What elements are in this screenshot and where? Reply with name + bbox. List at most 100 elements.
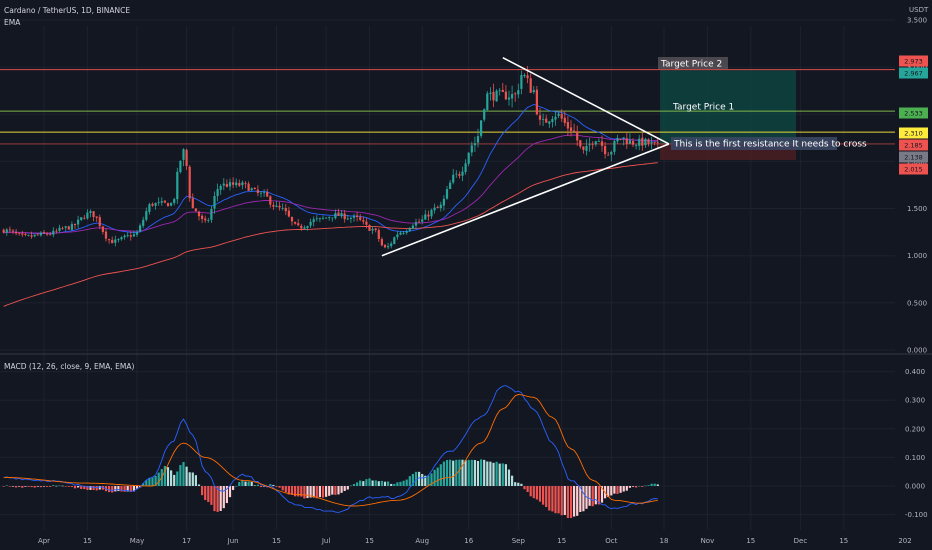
macd-histogram-bar <box>467 459 470 486</box>
candle-body <box>21 233 24 235</box>
macd-histogram-bar <box>328 486 331 496</box>
candle-body <box>135 232 139 235</box>
trendline-upper[interactable] <box>502 56 670 145</box>
candle-body <box>80 217 83 220</box>
macd-histogram-bar <box>269 484 272 486</box>
macd-histogram-bar <box>455 459 458 486</box>
candle-body <box>238 183 241 186</box>
candle-body <box>244 182 247 184</box>
candle-body <box>402 232 405 234</box>
price-tick-label: 0.000 <box>907 347 927 355</box>
candle-body <box>328 217 331 218</box>
macd-histogram-bar <box>278 486 281 488</box>
target-price-2-label: Target Price 2 <box>660 60 722 70</box>
macd-histogram-bar <box>483 459 486 486</box>
candle-body <box>24 234 27 235</box>
trendline-lower[interactable] <box>381 143 670 257</box>
macd-histogram-bar <box>653 483 656 486</box>
macd-histogram-bar <box>315 486 318 499</box>
candle-body <box>498 90 501 92</box>
candle-body <box>349 218 352 219</box>
ema-legend[interactable]: EMA <box>4 18 21 27</box>
candle-body <box>414 222 418 226</box>
candle-body <box>67 226 70 230</box>
candle-body <box>42 232 46 234</box>
candle-body <box>213 195 216 209</box>
candle-body <box>359 217 362 220</box>
candle-body <box>548 121 551 124</box>
macd-histogram-bar <box>365 479 368 486</box>
currency-label[interactable]: USDT <box>909 6 929 14</box>
candles <box>2 66 659 250</box>
target-zone <box>660 70 796 144</box>
candle-body <box>126 235 129 236</box>
candle-body <box>52 230 55 235</box>
candle-body <box>374 228 377 230</box>
candle-body <box>297 223 300 226</box>
price-tick-label: 3.500 <box>907 16 927 24</box>
macd-legend[interactable]: MACD (12, 26, close, 9, EMA, EMA) <box>4 362 134 371</box>
candle-body <box>108 239 111 241</box>
time-tick-label: 15 <box>365 537 374 545</box>
candle-body <box>613 141 616 152</box>
candle-body <box>222 183 225 186</box>
macd-histogram-bar <box>498 463 501 486</box>
candle-body <box>77 219 80 225</box>
macd-histogram-bar <box>46 486 49 487</box>
macd-histogram-bar <box>151 477 154 486</box>
candle-body <box>39 232 42 236</box>
candle-body <box>173 199 176 203</box>
macd-tick-label: 0.100 <box>905 454 925 462</box>
macd-histogram-bar <box>142 483 145 486</box>
macd-histogram-bar <box>306 486 309 499</box>
candle-body <box>340 213 343 217</box>
candle-body <box>303 227 306 229</box>
candle-body <box>86 212 89 219</box>
candle-body <box>129 235 132 237</box>
candle-body <box>101 226 104 232</box>
candle-body <box>480 120 483 136</box>
candle-body <box>219 185 222 190</box>
time-tick-label: 18 <box>660 537 669 545</box>
macd-histogram-bar <box>225 486 228 504</box>
macd-histogram-bar <box>300 486 303 497</box>
macd-histogram-bar <box>148 478 151 486</box>
macd-histogram-bar <box>207 486 210 503</box>
macd-histogram-bar <box>343 486 346 491</box>
candle-body <box>266 191 269 197</box>
price-tag <box>899 127 928 139</box>
candle-body <box>191 198 194 209</box>
macd-histogram-bar <box>173 474 176 486</box>
candle-body <box>294 221 297 224</box>
candle-body <box>334 213 337 219</box>
macd-histogram-bar <box>235 485 238 487</box>
price-tag-value: 2.973 <box>904 58 923 66</box>
candle-body <box>95 216 98 218</box>
price-tag-value: 2.310 <box>904 130 923 138</box>
macd-histogram-bar <box>154 475 157 486</box>
trendlines[interactable] <box>381 56 670 257</box>
candle-body <box>514 93 517 95</box>
price-tick-label: 1.500 <box>907 205 927 213</box>
candle-body <box>427 214 430 217</box>
candle-body <box>89 211 92 213</box>
candle-body <box>383 245 387 248</box>
candle-body <box>526 75 529 79</box>
macd-histogram-bar <box>325 486 328 497</box>
macd-histogram-bar <box>67 486 70 487</box>
time-tick-label: 15 <box>839 537 848 545</box>
macd-histogram-bar <box>569 486 573 519</box>
time-axis[interactable]: Apr 15 May 17 Jun 15 Jul 15 Aug 16 Sep 15 Oct 18 Nov 15… <box>38 537 912 545</box>
macd-histogram-bar <box>476 460 480 486</box>
macd-histogram-bar <box>548 486 551 511</box>
symbol-title[interactable]: Cardano / TetherUS, 1D, BINANCE <box>4 6 130 15</box>
macd-histogram-bar <box>532 486 535 499</box>
macd-histogram-bar <box>55 485 58 487</box>
macd-histogram-bar <box>101 486 104 490</box>
macd-histogram-bar <box>303 486 306 499</box>
candle-body <box>194 208 197 212</box>
candle-body <box>554 116 557 120</box>
target-price-1-label: Target Price 1 <box>672 103 734 113</box>
macd-histogram-bar <box>356 482 359 486</box>
